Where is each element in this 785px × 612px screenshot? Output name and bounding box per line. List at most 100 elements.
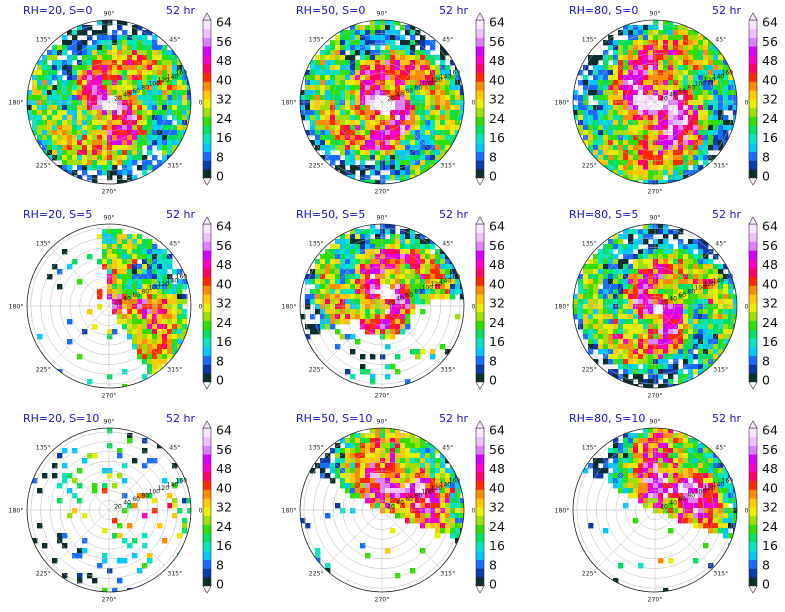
field-cell [365,249,371,255]
field-cell [673,60,679,66]
field-cell [112,284,118,290]
field-cell [653,125,659,131]
field-cell [673,344,679,350]
field-cell [390,239,396,245]
field-cell [32,85,38,91]
field-cell [583,75,589,81]
field-cell [187,90,191,96]
field-cell [673,90,679,96]
field-cell [345,309,351,315]
field-cell [683,60,689,66]
field-cell [608,70,614,76]
field-cell [335,80,341,86]
field-cell [142,294,148,300]
angle-tick-label: 135° [582,240,597,248]
radial-tick-label: 120 [158,281,170,288]
field-cell [375,438,381,444]
field-cell [97,20,103,26]
field-cell [653,379,659,385]
field-cell [102,125,108,131]
field-cell [658,90,664,96]
field-cell [52,473,58,479]
field-cell [628,349,634,355]
field-cell [330,279,336,285]
field-cell [305,299,311,305]
colorbar-segment [476,320,484,330]
field-cell [673,234,679,240]
field-cell [345,284,351,290]
field-cell [698,374,704,380]
angle-tick-label: 270° [102,596,117,604]
field-cell [400,473,406,479]
field-cell [132,115,138,121]
field-cell [335,468,341,474]
colorbar-tick-label: 24 [489,315,505,330]
field-cell [340,110,346,116]
field-cell [345,75,351,81]
field-cell [152,120,158,126]
field-cell [698,90,704,96]
field-cell [390,30,396,36]
field-cell [608,269,614,275]
field-cell [430,254,436,260]
field-cell [82,135,88,141]
field-cell [335,65,341,71]
field-cell [82,120,88,126]
field-cell [698,75,704,81]
field-cell [693,70,699,76]
field-cell [608,294,614,300]
field-cell [663,155,669,161]
field-cell [127,95,133,101]
field-cell [415,110,421,116]
field-cell [77,279,83,285]
field-cell [350,40,356,46]
field-cell [608,329,614,335]
field-cell [440,60,446,66]
field-cell [87,453,93,459]
field-cell [67,65,73,71]
field-cell [658,364,664,370]
field-cell [698,80,704,86]
azimuth-line [50,43,110,103]
field-cell [668,294,674,300]
field-cell [395,249,401,255]
field-cell [390,165,396,171]
field-cell [335,70,341,76]
field-cell [628,244,634,250]
field-cell [648,349,654,355]
field-cell [370,473,376,479]
field-cell [325,324,331,330]
field-cell [122,463,128,469]
field-cell [112,279,118,285]
field-cell [137,105,143,111]
panel-time-label: 52 hr [166,412,195,425]
colorbar-tick-label: 56 [489,238,505,253]
field-cell [395,458,401,464]
field-cell [613,284,619,290]
field-cell [623,105,629,111]
radial-tick-label: 80 [141,288,149,295]
field-cell [137,80,143,86]
field-cell [375,254,381,260]
field-cell [410,70,416,76]
field-cell [410,45,416,51]
field-cell [320,458,326,464]
field-cell [395,105,401,111]
field-cell [117,319,123,325]
field-cell [703,80,709,86]
field-cell [445,259,451,265]
field-cell [370,428,376,434]
field-cell [157,314,163,320]
field-cell [723,319,729,325]
field-cell [360,155,366,161]
field-cell [132,75,138,81]
field-cell [122,120,128,126]
polar-panel: RH=80, S=5 52 hr 90° 45° 0° 315° 270° 225° 180° 1… [546,204,785,408]
field-cell [340,100,346,106]
field-cell [410,50,416,56]
field-cell [107,244,113,250]
panel-title: RH=80, S=5 [569,208,639,221]
field-cell [375,329,381,335]
field-cell [340,294,346,300]
